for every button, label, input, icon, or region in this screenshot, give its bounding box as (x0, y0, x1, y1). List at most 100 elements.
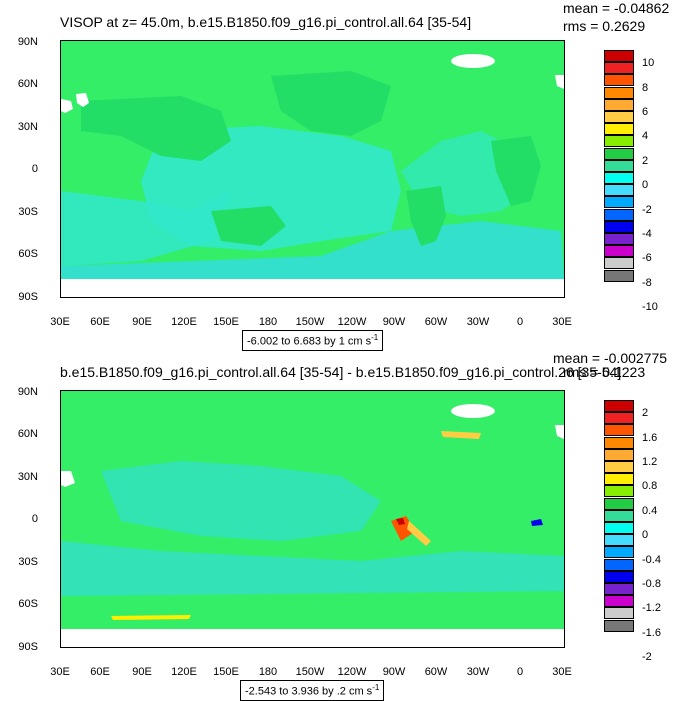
anomaly-hotspot-4 (441, 431, 481, 439)
colorbar-label: 10 (642, 57, 655, 70)
lon-label: 30E (50, 316, 70, 328)
lat-label: 90S (18, 641, 38, 653)
colorbar-swatch (604, 522, 634, 534)
land-mask-east (555, 425, 564, 439)
colorbar-swatch (604, 86, 634, 99)
colorbar-swatch (604, 473, 634, 486)
anomaly-region-south (61, 541, 564, 596)
top-mean-stat: mean = -0.04862 (563, 0, 670, 16)
lat-label: 90S (18, 291, 38, 303)
lon-label: 0 (516, 316, 524, 328)
colorbar-label: -10 (642, 301, 658, 314)
africa-land (491, 136, 541, 206)
colorbar-swatch (604, 257, 634, 270)
colorbar-label: -0.8 (642, 578, 661, 590)
colorbar-swatch (604, 558, 634, 571)
colorbar-label: 1.2 (642, 456, 658, 468)
colorbar-swatch (604, 184, 634, 197)
lat-label: 60N (17, 78, 38, 90)
bottom-map-title: b.e15.B1850.f09_g16.pi_control.all.64 [3… (60, 364, 622, 380)
south-america-land (406, 186, 446, 246)
colorbar-label: -2 (642, 203, 652, 216)
bottom-mean-stat: mean = -0.002775 (553, 350, 668, 366)
colorbar-label: -1.6 (642, 626, 661, 639)
colorbar-swatch (604, 233, 634, 245)
colorbar-label: 2 (642, 407, 649, 420)
colorbar-swatch (604, 619, 634, 632)
lat-label: 60N (17, 428, 38, 440)
lon-label: 90W (382, 666, 406, 678)
colorbar-swatch (604, 583, 634, 595)
colorbar-label: -2 (642, 651, 652, 664)
colorbar-label: 1.6 (642, 431, 658, 444)
colorbar-swatch (604, 534, 634, 547)
colorbar-swatch (604, 509, 634, 522)
colorbar-swatch (604, 98, 634, 111)
colorbar-label: -1.2 (642, 602, 661, 615)
land-mask-west-2 (76, 93, 89, 107)
lat-label: 30S (18, 556, 38, 568)
top-map-field (61, 41, 564, 297)
colorbar-swatch (604, 50, 634, 62)
top-rms-stat: rms = 0.2629 (563, 18, 646, 34)
lon-label: 60W (424, 666, 448, 678)
lon-label: 150E (213, 316, 239, 328)
anomaly-region-north (101, 461, 381, 541)
colorbar-swatch (604, 135, 634, 148)
colorbar-swatch (604, 208, 634, 221)
indian-ocean-region (61, 191, 231, 266)
greenland-mask (451, 54, 495, 68)
colorbar-label: -4 (642, 228, 652, 240)
colorbar-swatch (604, 74, 634, 87)
colorbar-swatch (604, 497, 634, 510)
lon-label: 150E (213, 666, 239, 678)
land-mask-east (555, 75, 564, 89)
colorbar-swatch (604, 546, 634, 559)
lon-label: 120W (337, 316, 367, 328)
bottom-map-plot (60, 390, 565, 648)
colorbar-swatch (604, 436, 634, 449)
colorbar-swatch (604, 123, 634, 136)
land-mask-west (61, 99, 73, 113)
colorbar-label: 8 (642, 81, 649, 94)
colorbar-swatch (604, 461, 634, 473)
colorbar-label: 6 (642, 106, 649, 118)
lat-label: 90N (17, 36, 38, 48)
lon-label: 90E (132, 316, 152, 328)
bottom-contour-range: -2.543 to 3.936 by .2 cm s-1 (240, 680, 385, 701)
lon-label: 0 (516, 666, 524, 678)
lon-label: 30E (50, 666, 70, 678)
colorbar-label: 0.4 (642, 504, 658, 517)
colorbar-swatch (604, 269, 634, 282)
colorbar-swatch (604, 400, 634, 412)
lat-label: 60S (18, 248, 38, 260)
lat-label: 30N (17, 121, 38, 133)
colorbar-swatch (604, 147, 634, 160)
bottom-map-panel: b.e15.B1850.f09_g16.pi_control.all.64 [3… (0, 350, 700, 701)
colorbar-swatch (604, 159, 634, 172)
colorbar-swatch (604, 607, 634, 620)
anomaly-coldspot (531, 519, 543, 526)
colorbar-swatch (604, 220, 634, 233)
lat-label: 60S (18, 598, 38, 610)
lon-label: 120E (171, 316, 197, 328)
eurasia-land (81, 96, 231, 161)
lat-label: 30N (17, 471, 38, 483)
lon-label: 180 (258, 316, 278, 328)
lon-label: 180 (258, 666, 278, 678)
colorbar-swatch (604, 570, 634, 583)
lat-label: 0 (31, 513, 38, 525)
colorbar-label: 0 (642, 529, 649, 542)
lat-label: 30S (18, 206, 38, 218)
anomaly-hotspot-2 (396, 518, 405, 525)
colorbar-swatch (604, 412, 634, 425)
lat-label: 90N (17, 386, 38, 398)
lon-label: 30W (466, 666, 490, 678)
colorbar-label: 0.8 (642, 480, 658, 493)
top-map-plot (60, 40, 565, 298)
southern-ocean-region (61, 221, 564, 279)
anomaly-hotspot-3 (407, 521, 431, 546)
lon-label: 30E (552, 316, 572, 328)
colorbar-label: 2 (642, 154, 649, 167)
north-america-land (271, 71, 391, 136)
